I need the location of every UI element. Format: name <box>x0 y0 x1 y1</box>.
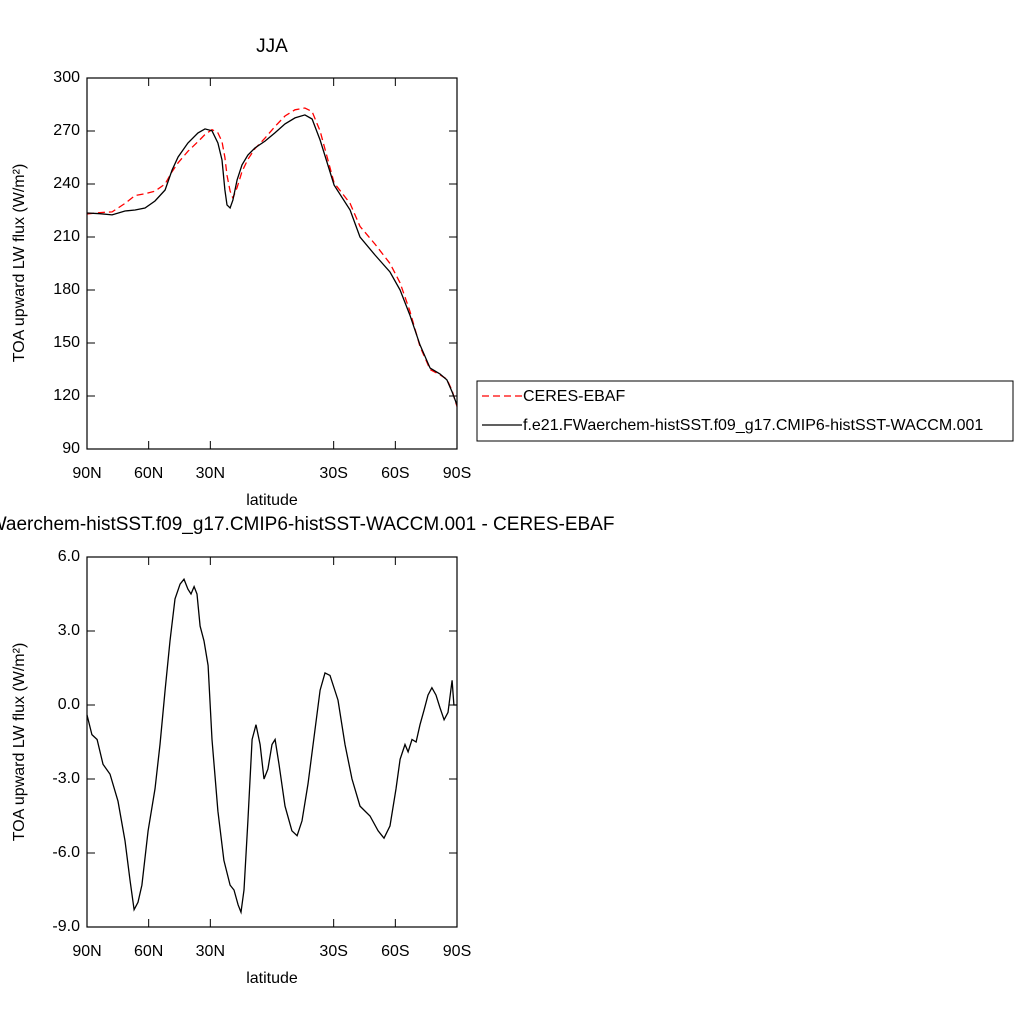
y-tick-label: 210 <box>53 228 80 245</box>
legend-box <box>476 380 1014 442</box>
y-tick-label: 270 <box>53 122 80 139</box>
y-tick-label: 120 <box>53 387 80 404</box>
x-tick-label: 60S <box>381 465 409 482</box>
x-tick-label: 90S <box>443 943 471 960</box>
data-line <box>86 114 458 406</box>
x-tick-label: 60S <box>381 943 409 960</box>
x-axis-label: latitude <box>246 492 298 509</box>
y-tick-label: -9.0 <box>52 918 80 935</box>
y-tick-label: 150 <box>53 334 80 351</box>
y-tick-label: 240 <box>53 175 80 192</box>
data-line <box>86 577 457 915</box>
y-tick-label: 180 <box>53 281 80 298</box>
x-tick-label: 90S <box>443 465 471 482</box>
y-tick-label: 3.0 <box>58 622 80 639</box>
y-tick-label: 300 <box>53 69 80 86</box>
y-tick-label: 6.0 <box>58 548 80 565</box>
x-axis-label: latitude <box>246 970 298 987</box>
y-axis-label: TOA upward LW flux (W/m²) <box>11 643 28 842</box>
y-axis-label: TOA upward LW flux (W/m²) <box>11 164 28 363</box>
x-tick-label: 60N <box>134 465 163 482</box>
y-tick-label: -6.0 <box>52 844 80 861</box>
legend-label: f.e21.FWaerchem-histSST.f09_g17.CMIP6-hi… <box>523 417 983 434</box>
plot-frame <box>86 77 458 450</box>
x-tick-label: 30S <box>319 465 347 482</box>
x-tick-label: 90N <box>72 465 101 482</box>
y-tick-label: -3.0 <box>52 770 80 787</box>
data-line <box>86 107 458 407</box>
plot-frame <box>86 556 458 928</box>
y-tick-label: 90 <box>62 440 80 457</box>
legend-label: CERES-EBAF <box>523 388 625 405</box>
x-tick-label: 60N <box>134 943 163 960</box>
x-tick-label: 90N <box>72 943 101 960</box>
chart-title: f.e21.FWaerchem-histSST.f09_g17.CMIP6-hi… <box>0 514 614 535</box>
x-tick-label: 30S <box>319 943 347 960</box>
chart-title: JJA <box>256 36 288 57</box>
x-tick-label: 30N <box>196 465 225 482</box>
x-tick-label: 30N <box>196 943 225 960</box>
y-tick-label: 0.0 <box>58 696 80 713</box>
